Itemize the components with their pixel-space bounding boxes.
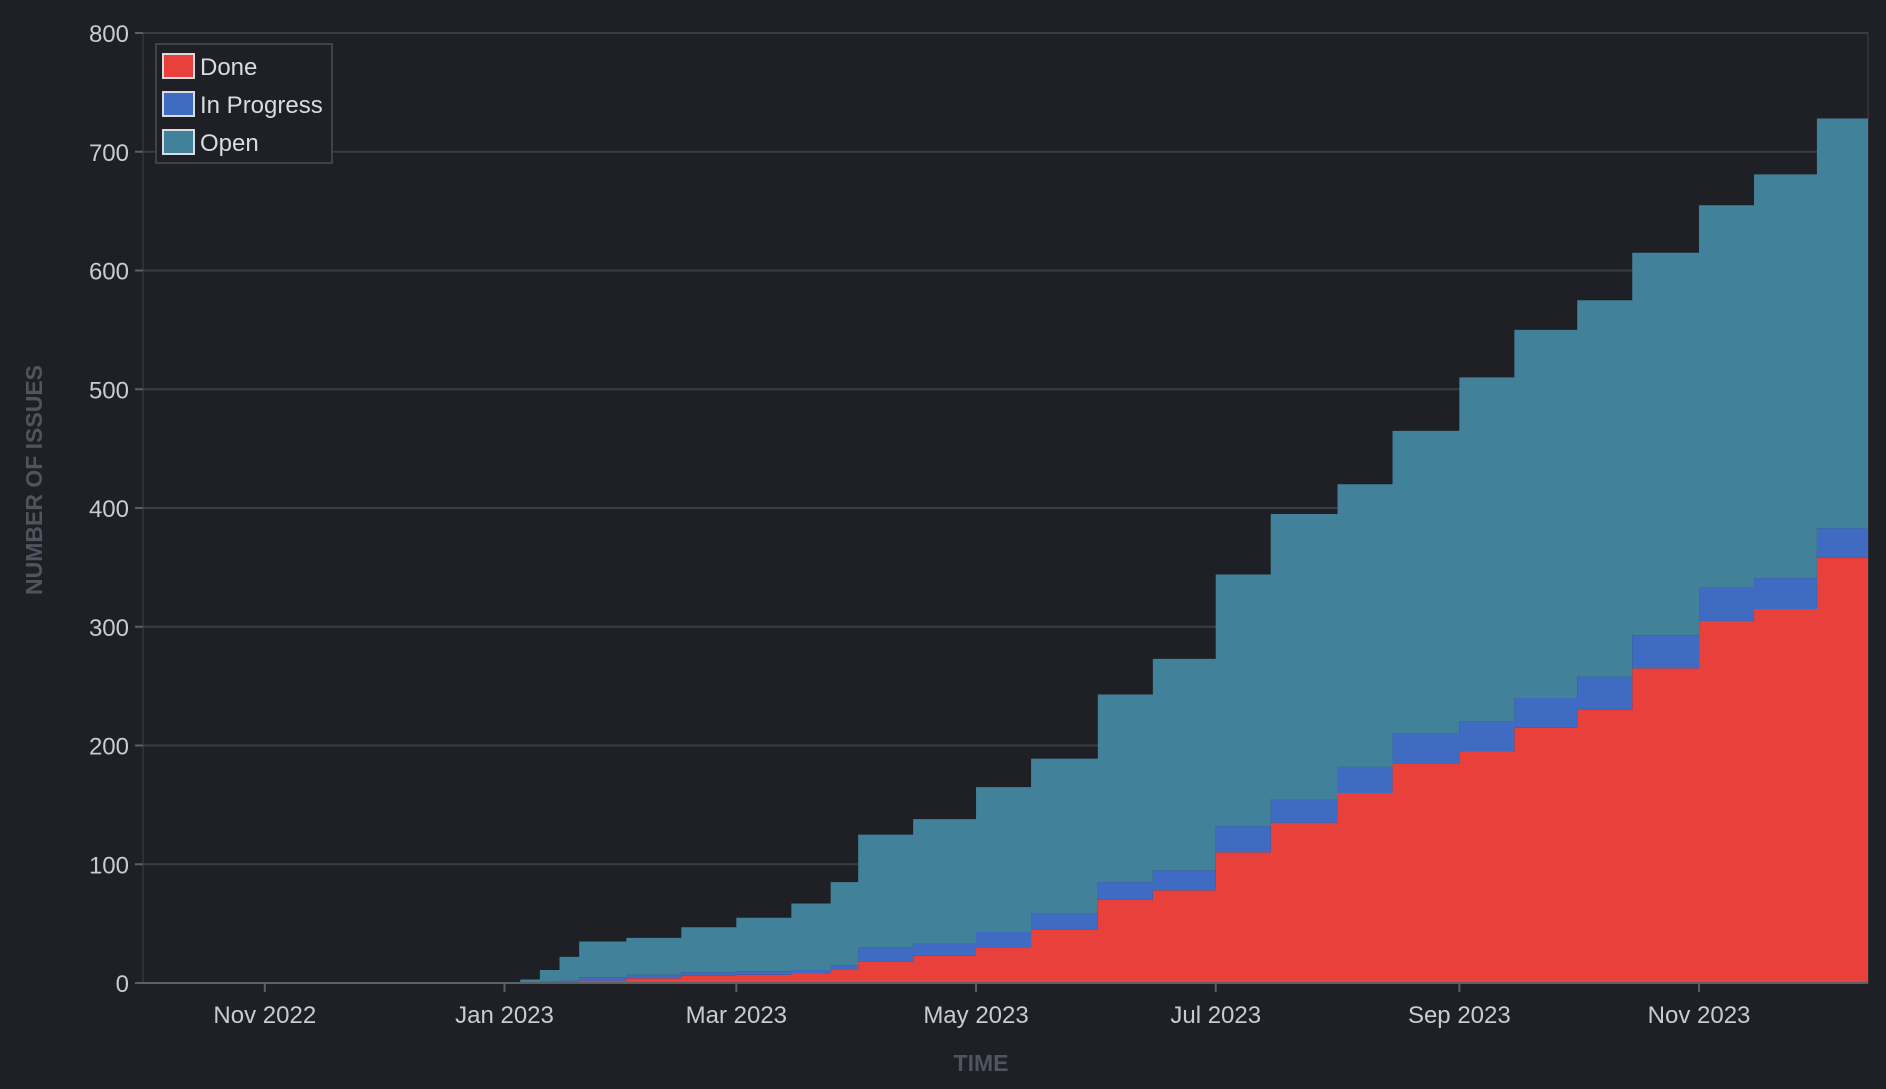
legend-swatch-open	[162, 129, 195, 155]
y-axis-label: NUMBER OF ISSUES	[21, 365, 47, 595]
y-tick-label: 700	[89, 140, 129, 167]
x-tick-label: Jan 2023	[455, 1002, 554, 1029]
y-tick-label: 100	[89, 852, 129, 879]
x-tick-label: Jul 2023	[1170, 1002, 1261, 1029]
axes: 0 100 200 300 400 500 600 700 800 Nov 2022 Jan 202…	[89, 21, 1868, 1029]
x-tick-label: Mar 2023	[686, 1002, 787, 1029]
x-axis-label: TIME	[954, 1050, 1009, 1076]
y-tick-label: 500	[89, 377, 129, 404]
x-tick-label: May 2023	[923, 1002, 1028, 1029]
area-done	[143, 546, 1868, 983]
y-tick-label: 800	[89, 21, 129, 48]
y-tick-label: 0	[116, 971, 129, 998]
x-tick-label: Nov 2022	[213, 1002, 316, 1029]
legend-swatch-in-progress	[162, 91, 195, 117]
x-tick-label: Sep 2023	[1408, 1002, 1511, 1029]
y-tick-label: 200	[89, 734, 129, 761]
y-tick-label: 400	[89, 496, 129, 523]
y-tick-label: 300	[89, 615, 129, 642]
series-areas	[143, 99, 1868, 983]
legend-label-open: Open	[200, 130, 259, 157]
legend-label-in-progress: In Progress	[200, 92, 323, 119]
legend-label-done: Done	[200, 54, 257, 81]
area-open	[143, 99, 1868, 983]
x-tick-label: Nov 2023	[1648, 1002, 1751, 1029]
y-tick-label: 600	[89, 259, 129, 286]
legend-swatch-done	[162, 53, 195, 79]
legend: Done In Progress Open	[155, 43, 333, 164]
